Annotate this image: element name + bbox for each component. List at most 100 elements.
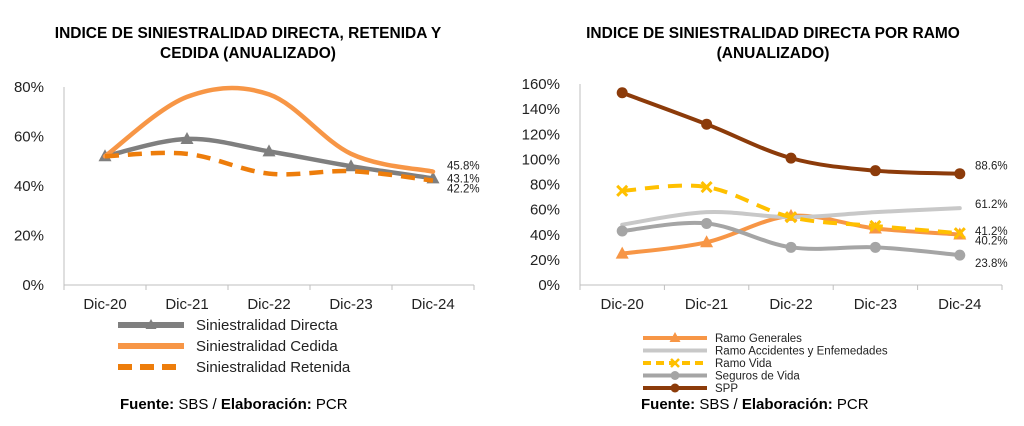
series-spp: 88.6% (616, 87, 1008, 180)
series-ramo-vida: 41.2% (616, 180, 1008, 240)
y-tick-label: 60% (14, 129, 44, 146)
y-tick-label: 160% (522, 76, 560, 93)
y-tick-label: 20% (14, 228, 44, 245)
data-point-ramo-generales (615, 246, 629, 259)
y-tick-label: 20% (530, 252, 560, 269)
data-point-seguros-de-vida (954, 249, 966, 261)
data-point-ramo-vida (953, 227, 966, 240)
x-tick-label: Dic-24 (411, 296, 454, 313)
legend-marker (669, 332, 681, 342)
x-tick-label: Dic-20 (83, 296, 126, 313)
legend-label-siniestralidad-cedida: Siniestralidad Cedida (196, 338, 338, 355)
series-line-siniestralidad-cedida (102, 85, 436, 174)
series-siniestralidad-retenida: 42.2% (104, 150, 480, 196)
left-chart-title-line2: CEDIDA (ANUALIZADO) (160, 45, 336, 62)
end-value-label-siniestralidad-cedida: 45.8% (447, 161, 480, 173)
data-point-siniestralidad-directa (344, 159, 358, 172)
left-chart-legend: Siniestralidad Directa Siniestralidad Ced… (118, 317, 351, 376)
end-value-label-spp: 88.6% (975, 161, 1008, 173)
x-tick-label: Dic-24 (938, 296, 981, 313)
y-tick-label: 0% (538, 277, 560, 294)
series-siniestralidad-cedida: 45.8% (102, 85, 480, 174)
left-chart-plot: 0% 20% 40% 60% 80% Dic-20 Dic-21 Dic-22 Dic-23 Di… (14, 79, 480, 313)
legend-label-siniestralidad-retenida: Siniestralidad Retenida (196, 359, 351, 376)
elaboration-label: Elaboración: (741, 396, 833, 413)
y-tick-label: 120% (522, 126, 560, 143)
legend-item-siniestralidad-retenida: Siniestralidad Retenida (118, 359, 351, 376)
legend-item-siniestralidad-directa: Siniestralidad Directa (118, 317, 338, 334)
legend-item-seguros-de-vida: Seguros de Vida (643, 371, 800, 383)
legend-item-ramo-vida: Ramo Vida (643, 358, 772, 370)
legend-item-siniestralidad-cedida: Siniestralidad Cedida (118, 338, 338, 355)
legend-marker (670, 383, 680, 393)
data-point-spp (616, 87, 628, 99)
y-tick-label: 80% (14, 79, 44, 96)
legend-marker (145, 319, 157, 329)
y-tick-label: 60% (530, 202, 560, 219)
x-tick-label: Dic-23 (854, 296, 897, 313)
data-point-seguros-de-vida (616, 225, 628, 237)
legend-item-spp: SPP (643, 383, 738, 395)
data-point-ramo-generales (700, 235, 714, 248)
end-value-label-seguros-de-vida: 23.8% (975, 258, 1008, 270)
data-point-ramo-vida (700, 180, 713, 194)
source-text: SBS / (178, 396, 217, 413)
y-tick-label: 40% (14, 178, 44, 195)
data-point-spp (785, 152, 797, 164)
legend-label-spp: SPP (715, 383, 738, 395)
series-seguros-de-vida: 23.8% (616, 217, 1008, 270)
x-tick-label: Dic-21 (165, 296, 208, 313)
end-value-label-siniestralidad-directa: 43.1% (447, 173, 480, 185)
data-point-seguros-de-vida (701, 217, 713, 229)
y-tick-label: 100% (522, 151, 560, 168)
legend-marker (670, 371, 680, 380)
data-point-seguros-de-vida (785, 241, 797, 253)
legend-label-ramo-vida: Ramo Vida (715, 358, 772, 370)
end-value-label-ramo-accidentes-y-enfemedades: 61.2% (975, 199, 1008, 211)
x-tick-label: Dic-21 (685, 296, 728, 313)
series-siniestralidad-directa: 43.1% (98, 131, 480, 185)
end-value-label-ramo-vida: 41.2% (975, 226, 1008, 238)
elaboration-text: PCR (836, 396, 869, 413)
x-tick-label: Dic-20 (601, 296, 644, 313)
source-label: Fuente: (120, 396, 175, 413)
y-tick-label: 140% (522, 101, 560, 118)
data-point-siniestralidad-directa (180, 131, 194, 144)
end-value-label-ramo-generales: 40.2% (975, 235, 1008, 247)
legend-label-seguros-de-vida: Seguros de Vida (715, 371, 800, 383)
y-tick-label: 0% (22, 277, 44, 294)
left-chart-source: Fuente: SBS / Elaboración: PCR (120, 396, 348, 413)
right-chart-title-line1: INDICE DE SINIESTRALIDAD DIRECTA POR RAM… (586, 25, 960, 42)
source-label: Fuente: (641, 396, 696, 413)
source-text: SBS / (699, 396, 738, 413)
data-point-spp (701, 118, 713, 130)
data-point-ramo-vida (616, 184, 629, 197)
data-point-spp (869, 165, 881, 177)
x-tick-label: Dic-22 (247, 296, 290, 313)
legend-label-siniestralidad-directa: Siniestralidad Directa (196, 317, 338, 334)
legend-item-ramo-generales: Ramo Generales (643, 332, 802, 345)
right-chart-plot: 0% 20% 40% 60% 80% 100% 120% 140% 160% Dic-20 Dic-… (522, 76, 1008, 313)
right-chart-title-line2: (ANUALIZADO) (717, 45, 830, 62)
legend-label-ramo-accidentes-y-enfemedades: Ramo Accidentes y Enfemedades (715, 346, 888, 358)
x-tick-label: Dic-23 (329, 296, 372, 313)
legend-label-ramo-generales: Ramo Generales (715, 333, 802, 345)
elaboration-label: Elaboración: (220, 396, 312, 413)
data-point-ramo-vida (784, 211, 798, 224)
series-line-siniestralidad-retenida (104, 150, 434, 183)
end-value-label-siniestralidad-retenida: 42.2% (447, 184, 480, 196)
y-tick-label: 80% (530, 177, 560, 194)
x-tick-label: Dic-22 (769, 296, 812, 313)
series-ramo-accidentes-y-enfemedades: 61.2% (620, 199, 1008, 227)
legend-item-ramo-accidentes-y-enfemedades: Ramo Accidentes y Enfemedades (643, 346, 888, 358)
left-chart-title-line1: INDICE DE SINIESTRALIDAD DIRECTA, RETENI… (55, 25, 442, 42)
y-tick-label: 40% (530, 227, 560, 244)
data-point-ramo-vida (869, 219, 882, 233)
data-point-siniestralidad-directa (262, 144, 276, 157)
legend-marker (670, 358, 680, 368)
elaboration-text: PCR (315, 396, 348, 413)
data-point-seguros-de-vida (869, 241, 881, 253)
data-point-spp (954, 168, 966, 180)
